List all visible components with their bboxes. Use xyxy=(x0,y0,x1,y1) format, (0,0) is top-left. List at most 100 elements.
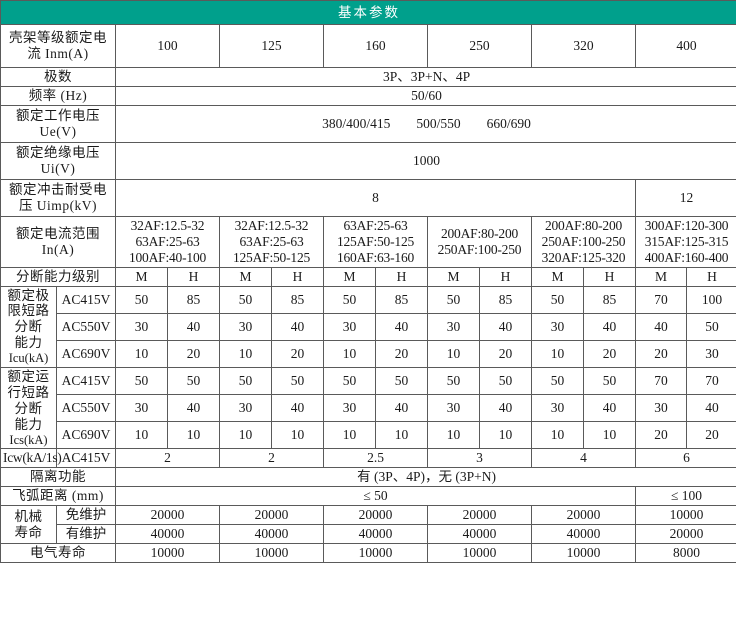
icu-value: 50 xyxy=(219,285,272,314)
mechanical-life-value: 20000 xyxy=(219,505,324,526)
icu-value: 30 xyxy=(115,312,168,341)
frequency-row: 频率 (Hz) 50/60 xyxy=(0,85,736,106)
icu-label-line: 额定极 xyxy=(7,287,50,303)
ics-value: 50 xyxy=(583,366,636,396)
icu-value: 20 xyxy=(583,339,636,368)
isolation-row: 隔离功能 有 (3P、4P)，无 (3P+N) xyxy=(0,467,736,488)
impulse-voltage-row: 额定冲击耐受电 压 Uimp(kV) 8 12 xyxy=(0,178,736,217)
capacity-class-value: M xyxy=(635,266,687,287)
icu-value: 40 xyxy=(583,312,636,341)
ics-value: 10 xyxy=(167,421,220,450)
icu-value: 100 xyxy=(685,285,736,314)
poles-value: 3P、3P+N、4P xyxy=(114,67,736,87)
icu-value: 50 xyxy=(115,285,168,314)
electrical-life-row: 电气寿命 10000 10000 10000 10000 10000 8000 xyxy=(0,543,736,563)
icw-value: 3 xyxy=(427,448,532,469)
mechanical-life-row-maintained: 有维护 40000 40000 40000 40000 40000 20000 xyxy=(1,524,736,545)
electrical-life-value: 10000 xyxy=(531,543,636,563)
ics-value: 10 xyxy=(271,421,324,450)
ics-value: 30 xyxy=(427,394,480,423)
ics-value: 50 xyxy=(323,366,376,396)
current-range-line: 200AF:80-200 xyxy=(544,217,623,233)
frequency-value: 50/60 xyxy=(114,85,736,106)
mechanical-life-row-maintenance-free: 机械 寿命 免维护 20000 20000 20000 20000 20000 … xyxy=(0,505,736,545)
capacity-class-value: H xyxy=(479,266,532,287)
current-range-cell: 200AF:80-200 250AF:100-250 xyxy=(427,215,532,268)
icu-voltage-label: AC690V xyxy=(56,339,116,368)
icu-voltage-label: AC550V xyxy=(56,312,116,341)
mechanical-life-label-line2: 寿命 xyxy=(14,524,43,540)
icw-value: 2.5 xyxy=(323,448,428,469)
icu-voltage-label: AC415V xyxy=(56,285,116,314)
electrical-life-value: 10000 xyxy=(115,543,220,563)
electrical-life-label: 电气寿命 xyxy=(0,543,116,563)
icu-value: 10 xyxy=(219,339,272,368)
poles-label: 极数 xyxy=(0,67,116,87)
icu-value: 50 xyxy=(531,285,584,314)
frame-current-label-line2: 流 Inm(A) xyxy=(27,46,89,61)
ics-value: 10 xyxy=(323,421,376,450)
ics-value: 20 xyxy=(685,421,736,450)
capacity-class-value: M xyxy=(531,266,584,287)
current-range-line: 125AF:50-125 xyxy=(232,249,311,265)
impulse-voltage-label-line1: 额定冲击耐受电 xyxy=(9,181,107,197)
capacity-class-row: 分断能力级别 M H M H M H M H M H M H xyxy=(0,266,736,287)
ics-value: 50 xyxy=(479,366,532,396)
icu-value: 40 xyxy=(635,312,687,341)
working-voltage-values: 380/400/415 500/550 660/690 xyxy=(114,104,736,143)
current-range-line: 315AF:125-315 xyxy=(644,233,729,249)
working-voltage-row: 额定工作电压 Ue(V) 380/400/415 500/550 660/690 xyxy=(0,104,736,143)
frame-current-label-line1: 壳架等级额定电 xyxy=(9,30,107,46)
ics-label-line: 额定运 xyxy=(7,368,50,384)
icu-row-ac415: 额定极 限短路 分断 能力 Icu(kA) AC415V 50 85 50 85… xyxy=(0,285,736,368)
current-range-line: 63AF:25-63 xyxy=(239,233,304,249)
capacity-class-value: H xyxy=(583,266,636,287)
current-range-line: 100AF:40-100 xyxy=(128,249,207,265)
current-range-line: 63AF:25-63 xyxy=(135,233,200,249)
icu-value: 85 xyxy=(479,285,532,314)
ics-label-line: 分断 xyxy=(14,400,43,416)
ics-row-ac690: AC690V 10 10 10 10 10 10 10 10 10 10 20 … xyxy=(1,421,736,450)
current-range-line: 300AF:120-300 xyxy=(644,217,729,233)
current-range-line: 32AF:12.5-32 xyxy=(234,217,309,233)
frame-current-value: 250 xyxy=(427,24,532,68)
icu-value: 30 xyxy=(685,339,736,368)
mechanical-life-value: 20000 xyxy=(427,505,532,526)
basic-parameters-table: 基本参数 壳架等级额定电 流 Inm(A) 100 125 160 250 32… xyxy=(0,0,736,563)
icu-label-line: 能力 xyxy=(14,335,43,351)
icu-value: 20 xyxy=(271,339,324,368)
working-voltage-label-line1: 额定工作电压 xyxy=(16,107,100,123)
working-voltage-value: 380/400/415 xyxy=(322,115,391,131)
arc-distance-value-last: ≤ 100 xyxy=(634,486,736,507)
ics-value: 40 xyxy=(583,394,636,423)
icu-value: 50 xyxy=(323,285,376,314)
mechanical-life-value: 40000 xyxy=(531,524,636,545)
icw-voltage-label: AC415V xyxy=(56,448,116,469)
icu-value: 10 xyxy=(323,339,376,368)
current-range-cell: 200AF:80-200 250AF:100-250 320AF:125-320 xyxy=(531,215,636,268)
mechanical-life-value: 20000 xyxy=(115,505,220,526)
arc-distance-label: 飞弧距离 (mm) xyxy=(0,486,116,507)
ics-value: 50 xyxy=(375,366,428,396)
ics-voltage-label: AC550V xyxy=(56,394,116,423)
impulse-voltage-label: 额定冲击耐受电 压 Uimp(kV) xyxy=(0,178,116,217)
icu-value: 85 xyxy=(375,285,428,314)
icu-value: 40 xyxy=(271,312,324,341)
mechanical-life-sublabel: 免维护 xyxy=(56,505,116,526)
ics-label-line: 行短路 xyxy=(7,384,50,400)
icu-value: 40 xyxy=(375,312,428,341)
current-range-line: 160AF:63-160 xyxy=(336,249,415,265)
working-voltage-label: 额定工作电压 Ue(V) xyxy=(0,104,116,143)
current-range-line: 400AF:160-400 xyxy=(644,249,729,265)
current-range-line: 250AF:100-250 xyxy=(541,233,626,249)
mechanical-life-value: 40000 xyxy=(427,524,532,545)
mechanical-life-value: 40000 xyxy=(115,524,220,545)
current-range-line: 320AF:125-320 xyxy=(541,249,626,265)
current-range-label-line2: In(A) xyxy=(41,241,75,257)
mechanical-life-label: 机械 寿命 xyxy=(0,505,57,545)
poles-row: 极数 3P、3P+N、4P xyxy=(0,67,736,87)
capacity-class-value: H xyxy=(167,266,220,287)
ics-value: 50 xyxy=(427,366,480,396)
current-range-line: 200AF:80-200 xyxy=(440,225,519,241)
ics-value: 70 xyxy=(685,366,736,396)
